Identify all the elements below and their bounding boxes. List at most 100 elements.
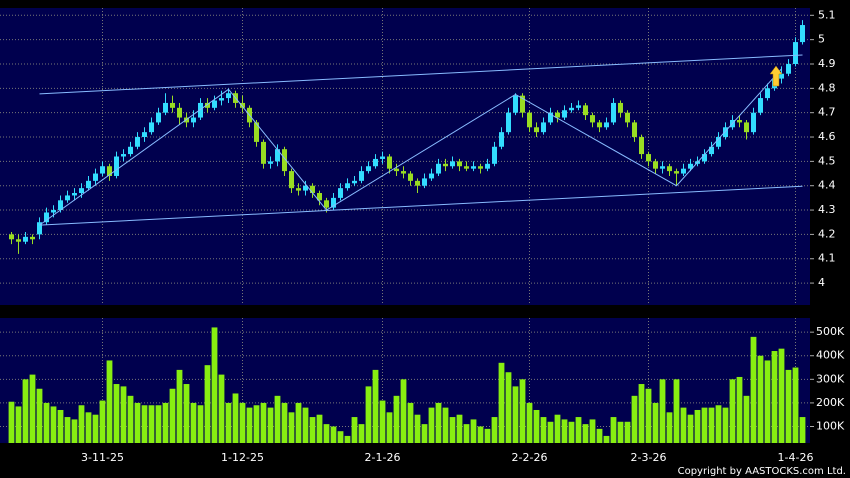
volume-bar [337,431,344,443]
y-tick-label: 4.7 [818,106,836,119]
candle-body [744,122,749,133]
candle-body [758,98,763,113]
candle-body [527,112,532,128]
candle-body [303,185,308,191]
candle-body [128,146,133,155]
volume-bar [442,407,449,443]
x-tick-label: 3-11-25 [81,451,124,464]
volume-bar [561,419,568,443]
candle-body [359,171,364,181]
candle-body [408,173,413,181]
candle-body [555,112,560,118]
volume-bar [624,421,631,443]
candle-body [16,239,21,242]
volume-bar [8,401,15,443]
candle-body [387,156,392,169]
volume-bar [428,407,435,443]
volume-bar [253,405,260,443]
candle-body [443,163,448,167]
volume-bar [582,424,589,443]
candle-body [205,102,210,108]
volume-bar [29,374,36,443]
candle-body [590,115,595,123]
candle-body [338,188,343,198]
volume-bar [652,402,659,443]
candle-body [9,234,14,240]
candle-body [450,161,455,167]
candle-body [212,100,217,108]
candle-body [471,166,476,169]
candle-body [170,102,175,108]
y-tick-label: 200K [816,396,845,409]
trend-line [39,54,803,95]
volume-bar [694,409,701,443]
volume-bar [50,406,57,443]
y-tick-label: 4.9 [818,57,836,70]
candle-body [492,146,497,164]
candle-body [44,212,49,223]
volume-bar [708,407,715,443]
y-tick-label: 5 [818,33,825,46]
volume-bar [547,421,554,443]
candle-body [380,156,385,159]
candle-body [716,137,721,147]
volume-bar [183,384,190,443]
y-tick-label: 4.1 [818,252,836,265]
volume-bar [750,336,757,443]
volume-bar [722,407,729,443]
candle-body [681,168,686,174]
candle-body [58,200,63,211]
candle-body [72,193,77,196]
volume-bar [211,327,218,443]
candle-body [513,95,518,113]
volume-bar [519,379,526,443]
volume-bar [351,417,358,443]
candle-body [765,88,770,99]
volume-bar [554,414,561,443]
candle-body [793,42,798,64]
volume-bar [666,412,673,443]
volume-bar [85,412,92,443]
candle-body [366,166,371,172]
candle-body [415,180,420,186]
volume-bar [701,407,708,443]
candle-body [737,119,742,123]
volume-bar [421,424,428,443]
candle-body [65,195,70,201]
candle-body [576,105,581,108]
volume-bar [568,421,575,443]
volume-bar [463,424,470,443]
volume-bar [729,379,736,443]
volume-bar [57,409,64,443]
volume-bar [687,414,694,443]
volume-bar [659,379,666,443]
candle-body [226,93,231,99]
candle-body [709,146,714,155]
volume-bar [190,402,197,443]
candle-body [723,127,728,138]
volume-bar [645,388,652,443]
candle-body [674,171,679,174]
x-tick-label: 2-3-26 [631,451,667,464]
volume-bar [477,426,484,443]
candle-body [282,149,287,172]
candle-body [121,154,126,157]
y-tick-label: 4.4 [818,179,836,192]
candle-body [485,163,490,169]
volume-bar [631,395,638,443]
candle-body [177,107,182,118]
candle-body [324,200,329,208]
candle-body [93,173,98,181]
candle-body [464,166,469,169]
candle-body [289,171,294,189]
candle-body [618,102,623,113]
volume-bar [617,421,624,443]
volume-bar [309,417,316,443]
volume-bar [540,417,547,443]
candle-body [107,166,112,176]
y-tick-label: 4.2 [818,227,836,240]
volume-bar [36,388,43,443]
volume-bar [358,424,365,443]
candle-body [240,102,245,108]
volume-bar [449,417,456,443]
